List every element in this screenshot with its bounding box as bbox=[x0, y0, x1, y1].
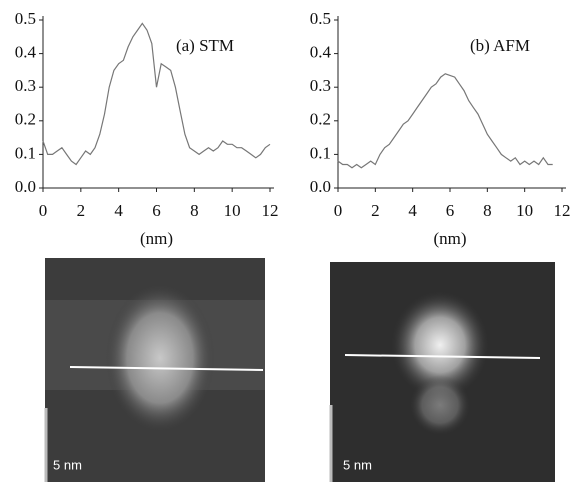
profile-line bbox=[337, 73, 553, 169]
y-tick-label: 0.4 bbox=[310, 43, 332, 62]
y-tick-label: 0.0 bbox=[310, 177, 331, 196]
x-tick-label: 6 bbox=[152, 201, 161, 220]
x-axis-label: (nm) bbox=[433, 229, 466, 248]
x-tick-label: 2 bbox=[371, 201, 380, 220]
afm-image: 5 nm bbox=[329, 262, 555, 482]
x-tick-label: 10 bbox=[516, 201, 533, 220]
y-tick-label: 0.2 bbox=[310, 110, 331, 129]
stm-image: 5 nm bbox=[44, 258, 265, 482]
y-tick-label: 0.4 bbox=[15, 43, 37, 62]
x-tick-label: 0 bbox=[334, 201, 343, 220]
x-tick-label: 6 bbox=[446, 201, 455, 220]
x-tick-label: 12 bbox=[262, 201, 279, 220]
y-tick-label: 0.1 bbox=[15, 143, 36, 162]
x-tick-label: 8 bbox=[483, 201, 492, 220]
y-tick-label: 0.3 bbox=[15, 76, 36, 95]
scale-label: 5 nm bbox=[53, 457, 82, 472]
x-tick-label: 10 bbox=[224, 201, 241, 220]
chart-title: (a) STM bbox=[176, 36, 234, 55]
x-tick-label: 8 bbox=[190, 201, 199, 220]
x-tick-label: 0 bbox=[39, 201, 48, 220]
x-axis-label: (nm) bbox=[140, 229, 173, 248]
scale-label: 5 nm bbox=[343, 457, 372, 472]
chart-title: (b) AFM bbox=[470, 36, 530, 55]
y-tick-label: 0.0 bbox=[15, 177, 36, 196]
x-tick-label: 4 bbox=[408, 201, 417, 220]
y-tick-label: 0.2 bbox=[15, 110, 36, 129]
y-tick-label: 0.5 bbox=[15, 9, 36, 28]
y-tick-label: 0.1 bbox=[310, 143, 331, 162]
x-tick-label: 4 bbox=[114, 201, 123, 220]
y-tick-label: 0.3 bbox=[310, 76, 331, 95]
x-tick-label: 2 bbox=[77, 201, 86, 220]
y-tick-label: 0.5 bbox=[310, 9, 331, 28]
x-tick-label: 12 bbox=[554, 201, 571, 220]
profile-line bbox=[42, 22, 271, 166]
